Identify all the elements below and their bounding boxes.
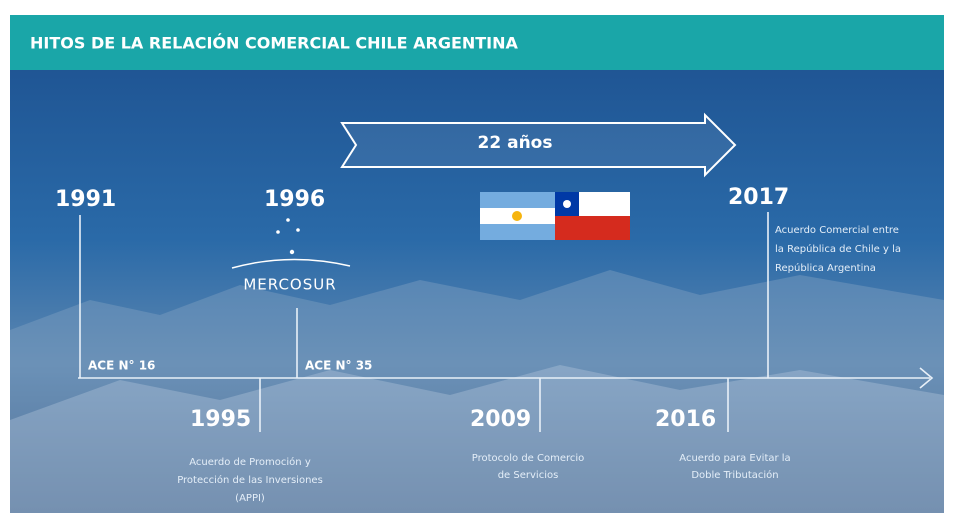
description: Acuerdo para Evitar la <box>679 453 790 464</box>
agreement: ACE N° 16 <box>88 359 155 373</box>
mercosur-arc <box>231 258 351 269</box>
description: de Servicios <box>498 470 559 481</box>
timeline-arrowhead <box>919 367 934 389</box>
year: 2009 <box>470 407 531 432</box>
mercosur-stars <box>276 218 300 255</box>
flag-argentina <box>480 192 555 240</box>
mountains <box>10 270 944 513</box>
description: Doble Tributación <box>691 469 778 481</box>
description: Acuerdo de Promoción y <box>189 456 311 468</box>
year: 1991 <box>55 187 116 212</box>
description: Protocolo de Comercio <box>472 453 585 464</box>
duration-arrow <box>340 112 737 178</box>
description: (APPI) <box>235 493 265 504</box>
header-bar <box>10 15 944 70</box>
year: 2016 <box>655 407 716 432</box>
description: la República de Chile y la <box>775 243 901 255</box>
mountains-snow <box>10 365 944 513</box>
flag-chile <box>555 192 630 240</box>
agreement: ACE N° 35 <box>305 359 372 373</box>
description: Protección de las Inversiones <box>177 474 323 486</box>
header-title: HITOS DE LA RELACIÓN COMERCIAL CHILE ARG… <box>30 34 519 53</box>
mercosur-logo: MERCOSUR <box>243 276 336 294</box>
background <box>10 15 944 513</box>
description: República Argentina <box>775 262 876 274</box>
year: 1996 <box>264 187 325 212</box>
description: Acuerdo Comercial entre <box>775 225 899 236</box>
duration-label: 22 años <box>478 133 553 153</box>
year: 2017 <box>728 185 789 210</box>
year: 1995 <box>190 407 251 432</box>
